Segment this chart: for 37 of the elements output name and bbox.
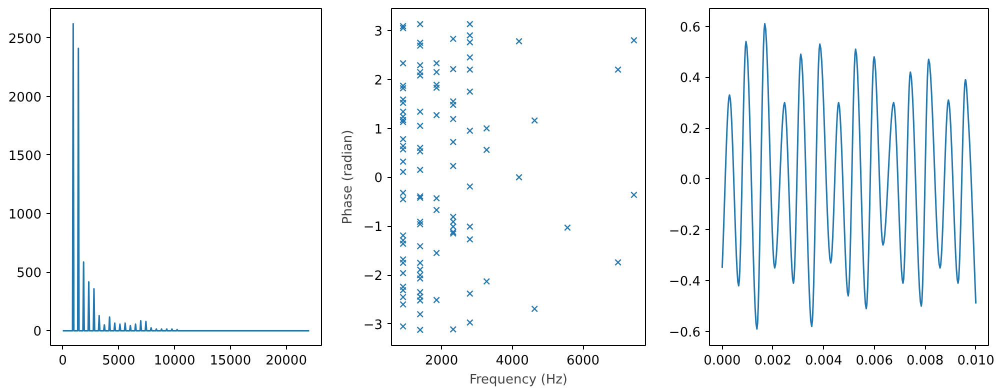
x-tick-label: 0.000 [704,354,741,368]
x-tick-label: 0.010 [957,354,994,368]
line-series [62,22,310,332]
x-tick-label: 0.008 [906,354,944,368]
x-tick-label: 4000 [496,354,529,368]
y-tick-label: 0 [374,171,383,186]
x-tick-label: 2000 [425,354,458,368]
y-tick-label: 1 [374,122,383,138]
y-tick-label: 0.4 [680,71,701,86]
y-tick-label: 1500 [8,148,42,164]
x-tick-label: 0 [58,354,67,368]
x-tick-label: 10000 [154,354,196,368]
y-tick-label: −0.6 [668,326,701,341]
y-tick-label: 0.6 [680,20,701,36]
x-axis-title: Frequency (Hz) [469,372,568,388]
y-tick-label: −0.2 [668,224,701,239]
y-tick-label: 3 [374,24,383,40]
y-tick-label: −3 [363,318,383,333]
y-tick-label: −0.4 [668,274,701,290]
y-tick-label: −1 [363,220,383,236]
y-tick-label: 500 [16,266,42,282]
x-tick-label: 20000 [266,354,307,368]
y-tick-label: 1000 [8,208,42,223]
x-tick-label: 5000 [102,354,136,368]
x-tick-label: 15000 [210,354,252,368]
y-tick-label: 0.2 [680,122,701,138]
y-axis-title: Phase (radian) [340,130,356,224]
y-tick-label: −2 [363,269,383,284]
x-tick-label: 0.006 [856,354,893,368]
y-tick-label: 2500 [8,32,42,47]
x-tick-label: 0.002 [754,354,792,368]
x-tick-label: 0.004 [805,354,842,368]
y-tick-label: 0.0 [680,172,701,188]
y-tick-label: 2 [374,73,383,88]
x-tick-label: 6000 [566,354,600,368]
y-tick-label: 2000 [8,90,42,106]
y-tick-label: 0 [33,324,42,340]
